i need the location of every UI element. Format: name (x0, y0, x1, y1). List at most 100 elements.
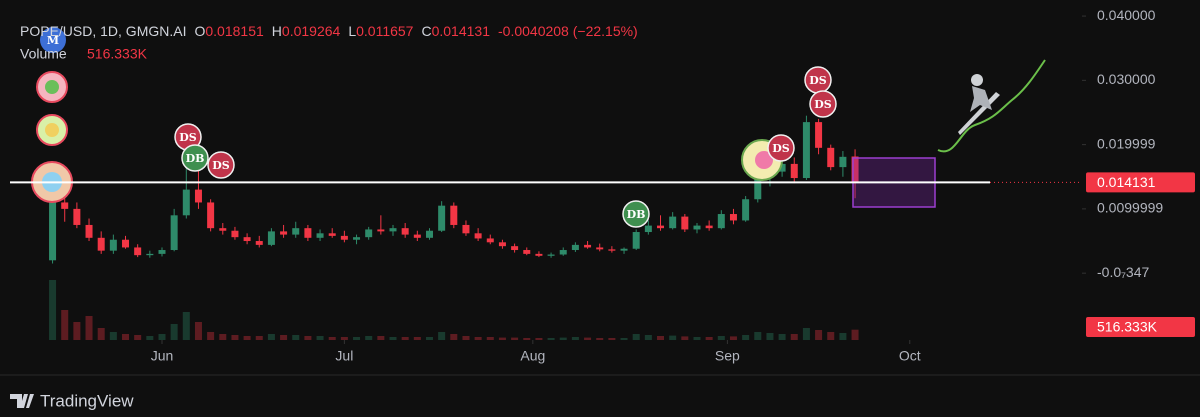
candle-body (134, 247, 142, 256)
volume-bar (620, 338, 628, 340)
x-tick-label: Aug (520, 348, 545, 364)
candle-body (255, 241, 263, 245)
volume-tag (1086, 317, 1195, 337)
candle-body (608, 249, 616, 251)
surfer-figure (958, 74, 1000, 135)
candle-body (231, 230, 239, 238)
candle-body (425, 230, 433, 238)
candle-body (328, 233, 336, 236)
volume-title: Volume (20, 46, 67, 62)
candle-body (462, 224, 470, 234)
volume-bar (122, 334, 130, 340)
candle-body (717, 214, 725, 229)
y-tick-label: 0.030000 (1097, 71, 1156, 87)
ohlc-value: 0.018151 (205, 23, 264, 39)
candle-body (377, 229, 385, 232)
volume-bar (766, 333, 774, 340)
volume-bar (389, 337, 397, 340)
candle-body (754, 176, 762, 200)
candle-body (450, 205, 458, 225)
volume-bar (669, 335, 677, 340)
volume-bar (547, 338, 555, 340)
volume-tag-label: 516.333K (1097, 319, 1158, 335)
ohlc-key: C (421, 23, 431, 39)
candle-body (182, 189, 190, 216)
volume-bar (365, 336, 373, 340)
volume-bar (559, 337, 567, 340)
price-tag (1086, 172, 1195, 193)
candle-body (340, 235, 348, 240)
x-tick-label: Oct (899, 348, 921, 364)
volume-bar (425, 337, 433, 340)
marker-badge (809, 90, 837, 118)
candle-body (85, 224, 93, 238)
volume-bar (474, 337, 482, 340)
svg-text:M: M (47, 34, 59, 47)
candle-body (729, 214, 737, 221)
candle-body (742, 199, 750, 221)
candle-body (267, 231, 275, 245)
candle-body (61, 202, 69, 209)
volume-bar (219, 334, 227, 340)
candle-body (693, 225, 701, 230)
candle-body (851, 156, 859, 183)
ohlc-key: L (348, 23, 356, 39)
candle-body (815, 122, 823, 148)
volume-bar (97, 328, 105, 340)
volume-bar (596, 338, 604, 340)
candle-body (365, 229, 373, 238)
volume-bar (729, 336, 737, 340)
candle-body (790, 163, 798, 179)
candle-body (280, 231, 288, 235)
legend-header: POPE/USD, 1D, GMGN.AI O0.018151 H0.019264 L… (20, 23, 638, 39)
marker-badge (622, 200, 650, 228)
volume-bar (523, 338, 531, 340)
candle-body (158, 250, 166, 254)
volume-bar (377, 336, 385, 340)
volume-bar (462, 336, 470, 340)
volume-bar (170, 324, 178, 340)
candle-body (304, 228, 312, 238)
volume-bar (134, 335, 142, 340)
y-tick-label: 0.0099999 (1097, 200, 1163, 216)
volume-bar (486, 337, 494, 340)
candle-body (194, 189, 202, 203)
candle-body (109, 239, 117, 251)
ohlc-key: H (272, 23, 282, 39)
marker-badge (767, 134, 795, 162)
signal-markers: DS DB DS DB DS DS DS (174, 66, 837, 228)
volume-bar (657, 336, 665, 340)
marker-label: DS (179, 131, 197, 144)
volume-bar (693, 337, 701, 340)
volume-bar (304, 336, 312, 340)
volume-bar (717, 336, 725, 340)
candle-body (353, 237, 361, 240)
volume-bar (158, 334, 166, 340)
volume-bar (182, 312, 190, 340)
volume-bar (632, 334, 640, 340)
candle-body (219, 228, 227, 231)
candle-body (413, 234, 421, 238)
volume-bar (231, 335, 239, 340)
volume-bar (681, 336, 689, 340)
candle-body (632, 232, 640, 249)
volume-value: 516.333K (87, 46, 148, 62)
candle-body (705, 225, 713, 229)
candle-body (97, 237, 105, 251)
marker-label: DB (186, 152, 205, 165)
candle-body (73, 208, 81, 225)
volume-bar (243, 336, 251, 340)
candle-body (292, 228, 300, 235)
candle-body (681, 216, 689, 230)
candle-body (523, 250, 531, 254)
volume-bar (49, 280, 57, 340)
volume-bar (401, 337, 409, 340)
candle-body (839, 156, 847, 168)
volume-bar (292, 335, 300, 340)
marker-label: DS (809, 74, 827, 87)
volume-bar (328, 337, 336, 340)
candle-body (389, 228, 397, 232)
volume-bar (413, 337, 421, 340)
